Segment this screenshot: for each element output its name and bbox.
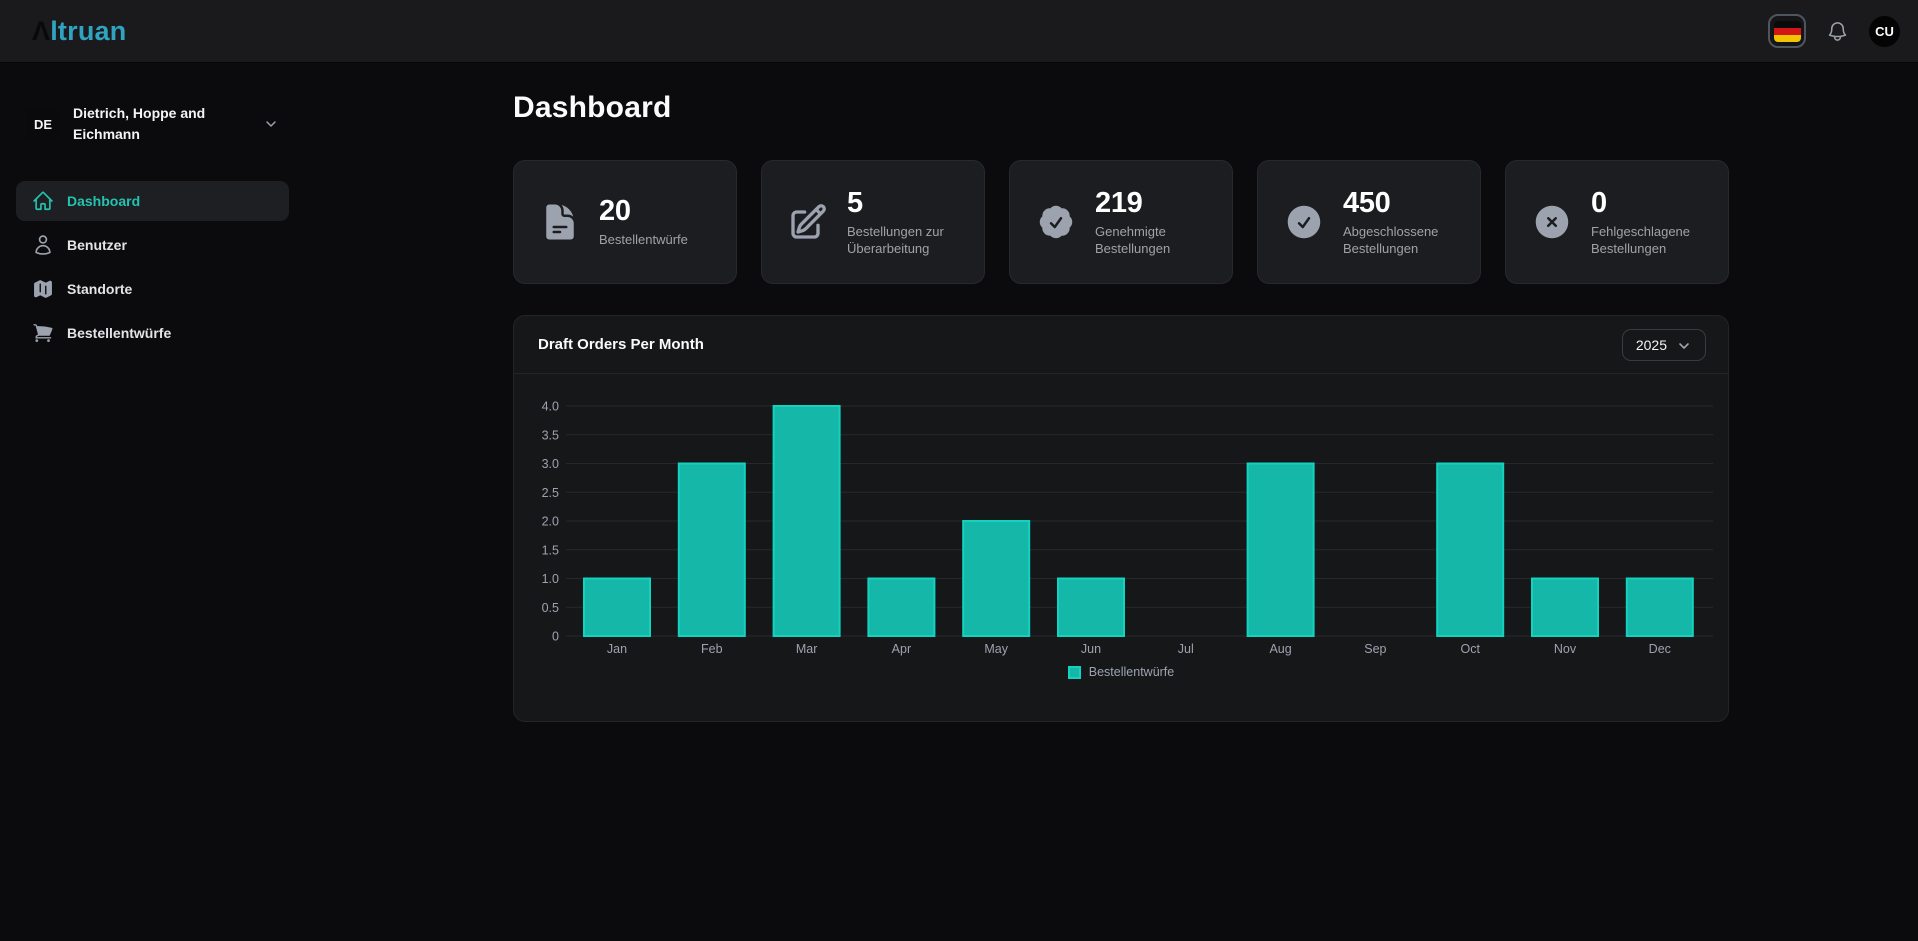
bar-dec[interactable] (1625, 577, 1694, 637)
user-avatar[interactable]: CU (1869, 15, 1900, 47)
bar-jan[interactable] (583, 577, 651, 637)
cart-icon (32, 322, 54, 344)
y-tick-label: 1.0 (542, 572, 559, 586)
stat-card-ueberarbeitung: 5 Bestellungen zur Überarbeitung (761, 160, 985, 284)
bar-may[interactable] (962, 520, 1031, 637)
y-tick-label: 2.0 (542, 515, 559, 529)
stat-label: Genehmigte Bestellungen (1095, 223, 1171, 256)
x-tick-label: Aug (1269, 642, 1291, 656)
chart-title: Draft Orders Per Month (538, 336, 704, 353)
legend-swatch (1067, 665, 1081, 679)
company-selector[interactable]: DE Dietrich, Hoppe and Eichmann (16, 103, 289, 145)
brand-logo-text: ltruan (50, 15, 127, 46)
stat-card-abgeschlossene: 450 Abgeschlossene Bestellungen (1257, 160, 1481, 284)
stats-row: 20 Bestellentwürfe 5 Bestellungen zur Üb… (513, 160, 1918, 284)
year-select[interactable]: 2025 (1621, 328, 1706, 361)
topbar-actions: CU (1768, 14, 1900, 48)
brand-logo-lambda: Λ (32, 15, 51, 46)
y-tick-label: 1.5 (542, 543, 559, 557)
stat-card-genehmigte: 219 Genehmigte Bestellungen (1009, 160, 1233, 284)
y-tick-label: 0 (552, 630, 559, 644)
x-circle-icon (1532, 202, 1572, 242)
legend-label: Bestellentwürfe (1088, 665, 1175, 679)
x-tick-label: Oct (1460, 642, 1480, 656)
chevron-down-icon (263, 116, 279, 132)
y-tick-label: 0.5 (542, 601, 559, 615)
x-tick-label: Jan (607, 642, 627, 656)
bar-aug[interactable] (1246, 462, 1315, 637)
notifications-bell-icon[interactable] (1826, 20, 1849, 43)
x-tick-label: Feb (701, 642, 723, 656)
stat-label: Fehlgeschlagene Bestellungen (1591, 223, 1691, 256)
stat-card-bestellentwuerfe: 20 Bestellentwürfe (513, 160, 737, 284)
chart-body: 0 0.5 1.0 1.5 2.0 2.5 3.0 3.5 4.0 Jan Feb Mar Apr May… (514, 374, 1728, 679)
stat-value: 5 (847, 186, 863, 219)
x-tick-label: Nov (1554, 642, 1577, 656)
draft-orders-chart-card: Draft Orders Per Month 2025 0 0.5 1.0 1.5 2.… (513, 315, 1729, 722)
stat-value: 0 (1591, 186, 1607, 219)
stat-label: Abgeschlossene Bestellungen (1343, 223, 1439, 256)
sidebar-item-label: Benutzer (67, 237, 127, 253)
check-circle-icon (1284, 202, 1324, 242)
sidebar-item-label: Standorte (67, 281, 133, 297)
y-tick-label: 3.5 (542, 428, 559, 442)
chart-legend: Bestellentwürfe (514, 665, 1728, 679)
bar-oct[interactable] (1436, 462, 1505, 637)
sidebar-item-bestellentwuerfe[interactable]: Bestellentwürfe (16, 313, 289, 353)
sidebar-nav: Dashboard Benutzer Standorte (16, 181, 289, 353)
x-tick-label: Dec (1649, 642, 1671, 656)
chevron-down-icon (1676, 338, 1692, 351)
company-avatar: DE (26, 107, 60, 141)
file-text-icon (540, 202, 580, 242)
sidebar-item-dashboard[interactable]: Dashboard (16, 181, 289, 221)
user-icon (32, 234, 54, 256)
company-name: Dietrich, Hoppe and Eichmann (73, 105, 206, 142)
bar-jun[interactable] (1057, 577, 1125, 637)
main-content: Dashboard 20 Bestellentwürfe (305, 63, 1918, 941)
stat-label: Bestellentwürfe (599, 232, 688, 247)
sidebar: DE Dietrich, Hoppe and Eichmann Dashboar… (0, 63, 305, 941)
x-tick-label: May (984, 642, 1008, 656)
page-title: Dashboard (513, 91, 672, 124)
draft-orders-bar-chart: 0 0.5 1.0 1.5 2.0 2.5 3.0 3.5 4.0 Jan Feb Mar Apr May… (542, 400, 1713, 656)
stat-value: 450 (1343, 186, 1391, 219)
x-tick-label: Sep (1364, 642, 1386, 656)
y-tick-label: 2.5 (542, 486, 559, 500)
language-switcher-button[interactable] (1768, 14, 1806, 48)
stat-value: 20 (599, 195, 631, 227)
year-select-value: 2025 (1635, 336, 1667, 353)
x-tick-label: Jul (1178, 642, 1194, 656)
map-icon (32, 278, 54, 300)
edit-icon (788, 202, 828, 242)
bar-feb[interactable] (677, 462, 746, 637)
stat-card-fehlgeschlagene: 0 Fehlgeschlagene Bestellungen (1505, 160, 1729, 284)
bar-nov[interactable] (1531, 577, 1599, 637)
stat-value: 219 (1095, 186, 1143, 219)
sidebar-item-label: Dashboard (67, 193, 141, 209)
y-tick-label: 4.0 (542, 400, 559, 414)
chart-header: Draft Orders Per Month 2025 (514, 316, 1728, 374)
sidebar-item-label: Bestellentwürfe (67, 325, 172, 341)
x-tick-label: Mar (796, 642, 818, 656)
bar-apr[interactable] (867, 577, 936, 637)
sidebar-item-standorte[interactable]: Standorte (16, 269, 289, 309)
bar-mar[interactable] (772, 405, 841, 637)
stat-label: Bestellungen zur Überarbeitung (847, 223, 944, 256)
home-icon (32, 190, 54, 212)
x-tick-label: Jun (1081, 642, 1101, 656)
german-flag-icon (1773, 20, 1801, 42)
y-tick-label: 3.0 (542, 457, 559, 471)
sidebar-item-benutzer[interactable]: Benutzer (16, 225, 289, 265)
x-tick-label: Apr (892, 642, 911, 656)
badge-check-icon (1036, 202, 1076, 242)
